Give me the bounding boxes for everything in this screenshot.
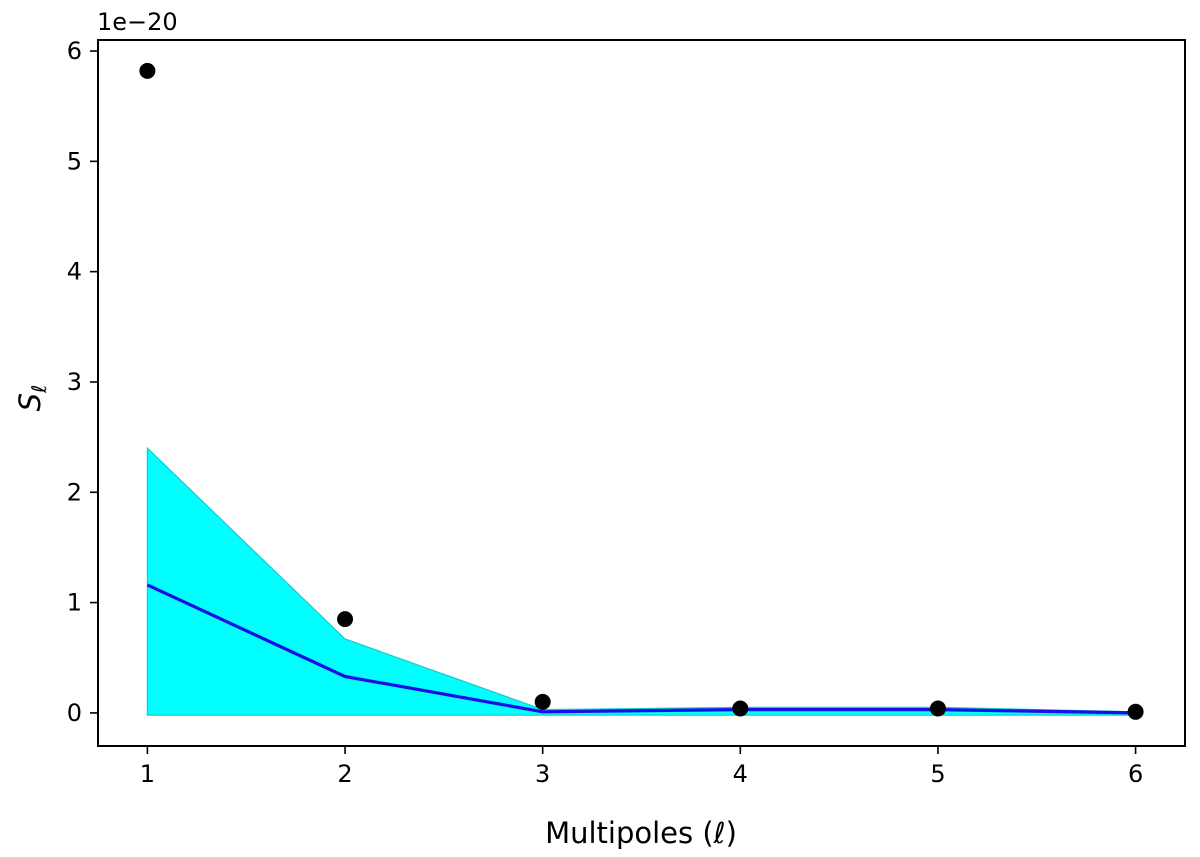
y-tick-label: 5 [67,147,82,175]
y-tick-label: 2 [67,478,82,506]
y-axis-label: Sℓ [13,385,51,412]
y-tick-label: 0 [67,699,82,727]
data-point [732,700,749,717]
plot-frame [97,39,1186,747]
x-tick-label: 2 [337,760,352,788]
x-tick-label: 1 [140,760,155,788]
y-tick-label: 1 [67,589,82,617]
y-tick-label: 4 [67,258,82,286]
x-tick-label: 4 [733,760,748,788]
data-point [1127,703,1144,720]
y-axis-ticks: 0 1 2 3 4 5 6 [67,37,98,727]
data-point [139,62,156,79]
y-axis-label-subscript: ℓ [27,385,51,394]
data-points-layer [139,62,1144,720]
y-axis-label-main: S [13,393,47,411]
data-point [534,693,551,710]
mean-line-layer [146,583,1136,715]
y-tick-label: 6 [67,37,82,65]
data-point [337,611,354,628]
y-offset-label: 1e−20 [97,8,178,36]
mean-line [146,583,1136,715]
x-axis-ticks: 1 2 3 4 5 6 [140,746,1143,788]
data-point [929,700,946,717]
y-tick-label: 3 [67,368,82,396]
x-tick-label: 3 [535,760,550,788]
x-tick-label: 5 [930,760,945,788]
x-axis-label: Multipoles (ℓ) [545,816,737,850]
x-tick-label: 6 [1128,760,1143,788]
